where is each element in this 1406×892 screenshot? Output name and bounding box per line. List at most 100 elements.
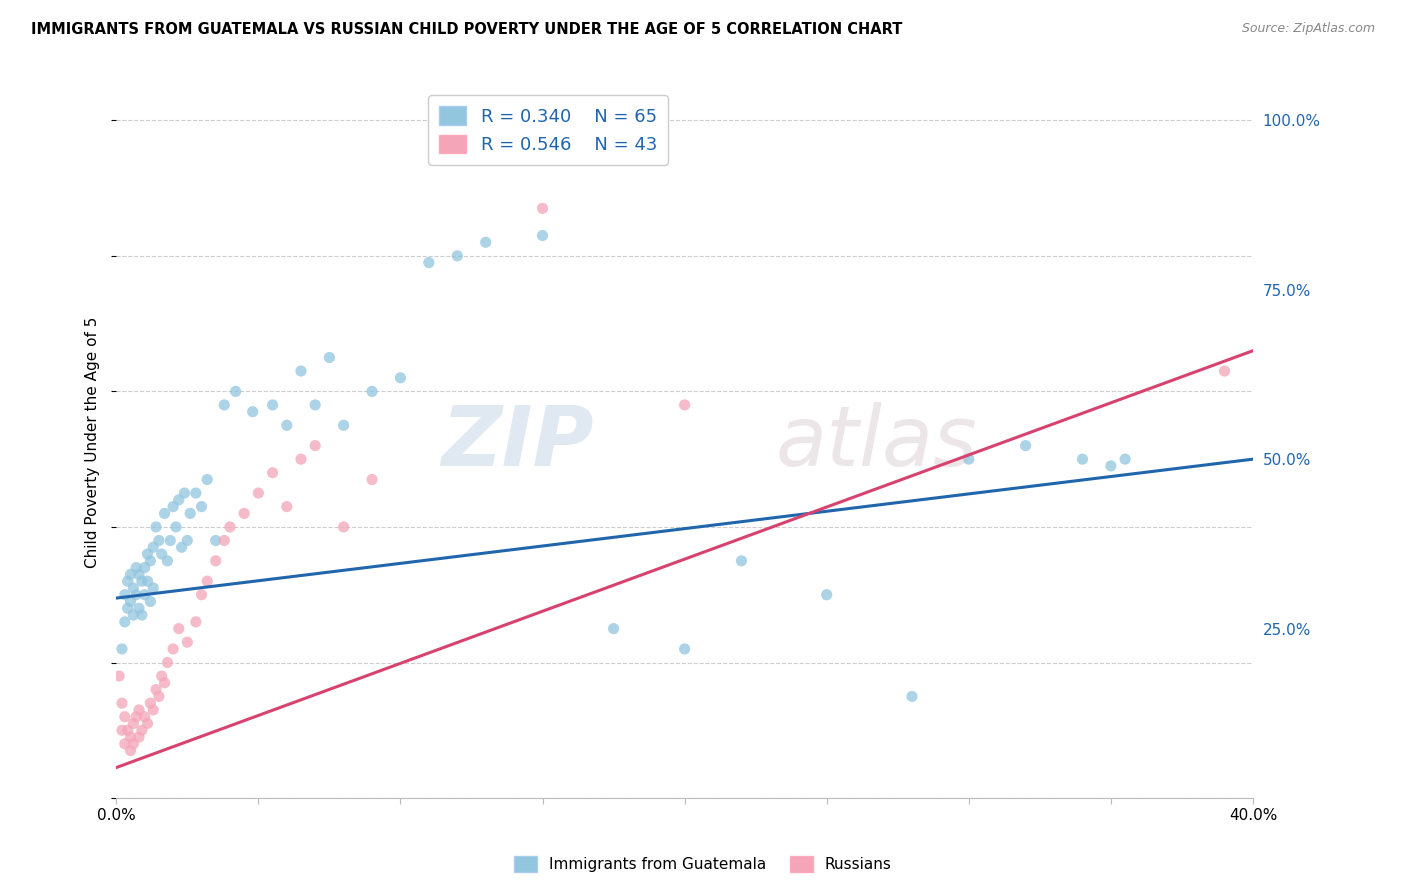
Point [233, 507, 256, 521]
Point [128, 567, 150, 582]
Point [276, 500, 298, 514]
Point [290, 364, 312, 378]
Point [117, 601, 139, 615]
Point [159, 533, 181, 548]
Point [153, 507, 176, 521]
Point [184, 615, 207, 629]
Point [673, 398, 696, 412]
Point [156, 656, 179, 670]
Point [170, 541, 193, 555]
Point [120, 743, 142, 757]
Point [142, 703, 165, 717]
Point [139, 696, 162, 710]
Point [219, 520, 242, 534]
Point [108, 669, 131, 683]
Point [730, 554, 752, 568]
Point [117, 574, 139, 589]
Legend: R = 0.340    N = 65, R = 0.546    N = 43: R = 0.340 N = 65, R = 0.546 N = 43 [429, 95, 668, 165]
Point [176, 635, 198, 649]
Point [242, 405, 264, 419]
Point [332, 520, 354, 534]
Point [111, 642, 134, 657]
Point [167, 492, 190, 507]
Point [204, 554, 226, 568]
Point [162, 500, 184, 514]
Point [156, 554, 179, 568]
Point [136, 574, 159, 589]
Point [1071, 452, 1094, 467]
Point [120, 730, 142, 744]
Point [389, 371, 412, 385]
Point [190, 500, 212, 514]
Point [957, 452, 980, 467]
Point [134, 560, 156, 574]
Point [139, 554, 162, 568]
Point [531, 202, 554, 216]
Point [122, 608, 145, 623]
Point [134, 710, 156, 724]
Point [122, 737, 145, 751]
Point [214, 398, 236, 412]
Point [125, 588, 148, 602]
Point [131, 574, 153, 589]
Point [195, 574, 218, 589]
Point [114, 615, 136, 629]
Point [145, 520, 167, 534]
Point [262, 398, 284, 412]
Point [153, 676, 176, 690]
Point [332, 418, 354, 433]
Point [162, 642, 184, 657]
Point [114, 588, 136, 602]
Point [173, 486, 195, 500]
Point [167, 622, 190, 636]
Point [290, 452, 312, 467]
Legend: Immigrants from Guatemala, Russians: Immigrants from Guatemala, Russians [506, 848, 900, 880]
Point [304, 398, 326, 412]
Point [1114, 452, 1136, 467]
Point [1014, 439, 1036, 453]
Point [361, 473, 384, 487]
Text: Source: ZipAtlas.com: Source: ZipAtlas.com [1241, 22, 1375, 36]
Point [131, 723, 153, 738]
Point [114, 737, 136, 751]
Point [145, 682, 167, 697]
Point [184, 486, 207, 500]
Text: IMMIGRANTS FROM GUATEMALA VS RUSSIAN CHILD POVERTY UNDER THE AGE OF 5 CORRELATIO: IMMIGRANTS FROM GUATEMALA VS RUSSIAN CHI… [31, 22, 903, 37]
Point [418, 255, 440, 269]
Point [225, 384, 247, 399]
Point [111, 723, 134, 738]
Point [361, 384, 384, 399]
Point [446, 249, 468, 263]
Point [214, 533, 236, 548]
Point [262, 466, 284, 480]
Point [176, 533, 198, 548]
Point [190, 588, 212, 602]
Point [128, 703, 150, 717]
Point [120, 594, 142, 608]
Point [304, 439, 326, 453]
Point [136, 547, 159, 561]
Point [474, 235, 496, 250]
Point [276, 418, 298, 433]
Point [204, 533, 226, 548]
Point [148, 533, 170, 548]
Point [815, 588, 838, 602]
Point [128, 730, 150, 744]
Point [247, 486, 270, 500]
Point [125, 710, 148, 724]
Point [122, 716, 145, 731]
Point [134, 588, 156, 602]
Point [117, 723, 139, 738]
Point [142, 541, 165, 555]
Point [125, 560, 148, 574]
Point [128, 601, 150, 615]
Point [150, 669, 173, 683]
Text: atlas: atlas [776, 401, 977, 483]
Point [901, 690, 924, 704]
Point [179, 507, 201, 521]
Point [1213, 364, 1236, 378]
Point [165, 520, 187, 534]
Point [531, 228, 554, 243]
Point [136, 716, 159, 731]
Point [1099, 458, 1122, 473]
